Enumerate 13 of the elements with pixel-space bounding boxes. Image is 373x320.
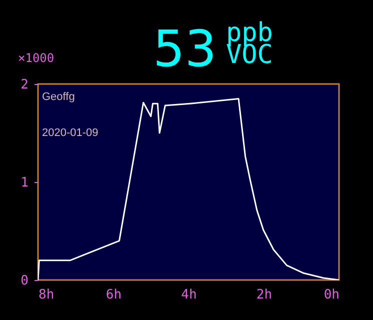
y-axis-title: ×1000 [18,51,54,65]
x-tick-label: 8h [38,288,54,302]
x-tick-label: 4h [181,288,197,302]
annotation: Geoffg [42,91,75,103]
y-tick-label: 1 [20,176,28,190]
chart-subtitle: ppb VOC [226,18,273,70]
annotation: 2020-01-09 [42,127,98,139]
chart-title: 53 [153,20,217,78]
x-tick-label: 2h [256,288,272,302]
x-tick-label: 0h [324,288,340,302]
x-tick-label: 6h [106,288,122,302]
y-tick-label: 2 [20,78,28,92]
y-tick-label: 0 [20,274,28,288]
